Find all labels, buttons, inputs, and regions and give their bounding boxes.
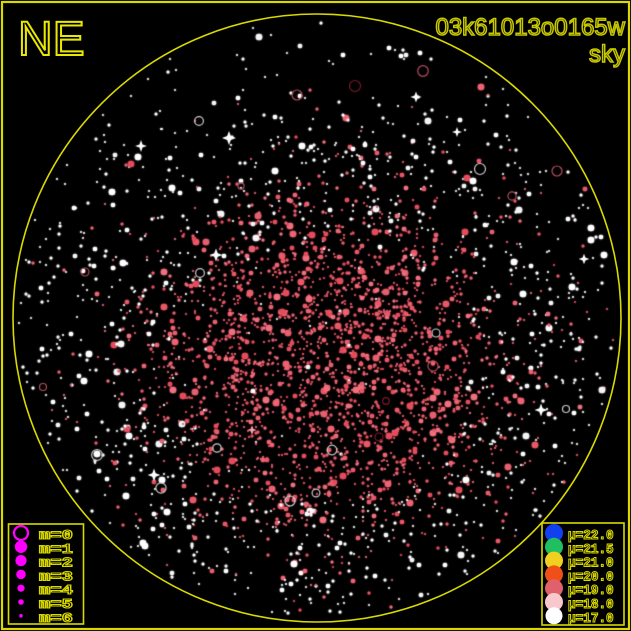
svg-text:03k61013o0165w: 03k61013o0165w <box>435 14 625 41</box>
svg-text:sky: sky <box>589 41 625 68</box>
svg-text:NE: NE <box>18 13 85 66</box>
svg-text:m=6: m=6 <box>39 610 73 626</box>
svg-text:μ=17.0: μ=17.0 <box>568 610 614 625</box>
